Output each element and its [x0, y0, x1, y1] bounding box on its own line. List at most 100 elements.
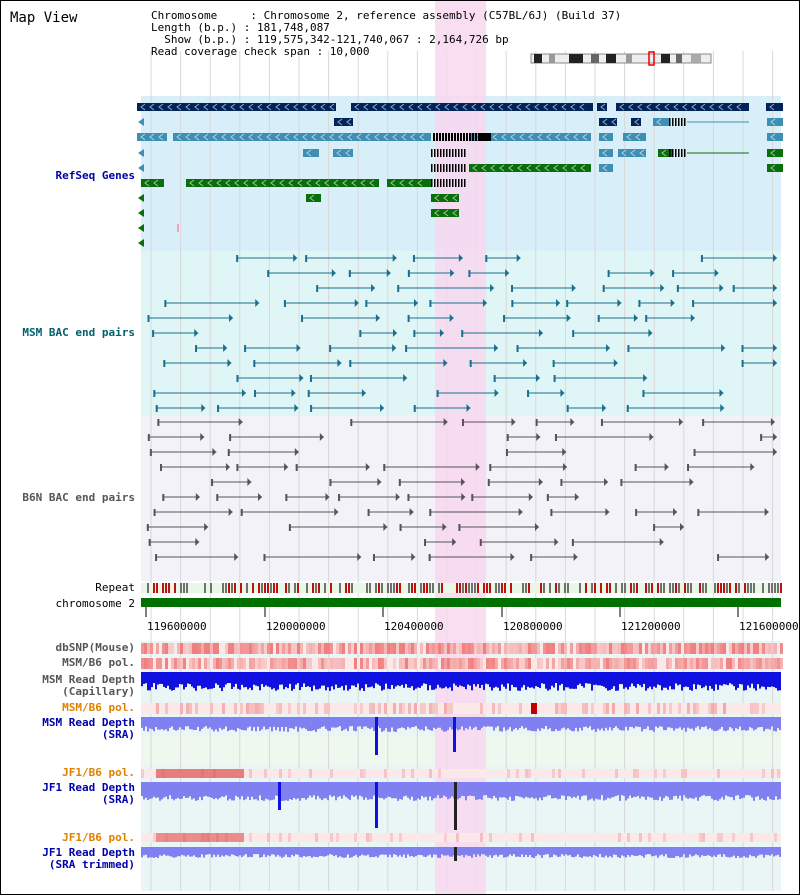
depth-bar [451, 782, 453, 797]
depth-bar [413, 847, 415, 858]
depth-bar [235, 782, 237, 796]
depth-bar [709, 847, 711, 856]
depth-bar [495, 782, 497, 798]
bac-end-arrow [573, 553, 578, 561]
repeat-mark [702, 583, 704, 593]
depth-bar [633, 717, 635, 729]
depth-bar [705, 717, 707, 727]
jf1-depth-trim-label[interactable]: JF1 Read Depth (SRA trimmed) [1, 847, 135, 871]
depth-bar [205, 672, 207, 688]
depth-bar [729, 717, 731, 728]
heat-cell [231, 643, 234, 654]
dbsnp-track-label[interactable]: dbSNP(Mouse) [55, 641, 135, 654]
depth-bar [671, 847, 673, 858]
depth-bar [541, 672, 543, 684]
gene-arrow [324, 179, 330, 187]
repeat-mark [432, 583, 434, 593]
bac-end-arrow [643, 374, 648, 382]
bac-end-arrow [566, 314, 571, 322]
depth-bar [287, 847, 289, 858]
gene-arrow [275, 103, 281, 111]
depth-bar [261, 717, 263, 730]
heat-cell [471, 643, 474, 654]
heat-cell [279, 769, 282, 778]
repeat-mark [318, 583, 320, 593]
heat-cell [291, 658, 294, 669]
heat-cell [750, 833, 753, 842]
msm-b6-pol-label[interactable]: MSM/B6 pol. [62, 656, 135, 669]
ideogram-band [549, 54, 555, 63]
depth-bar [543, 672, 545, 684]
repeat-mark [390, 583, 392, 593]
msm-depth-sra-label[interactable]: MSM Read Depth (SRA) [1, 717, 135, 741]
depth-bar [513, 782, 515, 801]
depth-bar [659, 672, 661, 686]
jf1-b6-pol-label[interactable]: JF1/B6 pol. [62, 766, 135, 779]
depth-bar [679, 672, 681, 685]
repeat-mark [369, 583, 371, 593]
depth-bar [371, 782, 373, 800]
depth-bar [607, 717, 609, 731]
heat-cell [303, 703, 306, 714]
heat-cell [495, 643, 498, 654]
repeat-mark [153, 583, 155, 593]
depth-bar [605, 672, 607, 689]
depth-bar [233, 672, 235, 687]
depth-bar [299, 782, 301, 801]
heat-cell [339, 658, 342, 669]
heat-cell [423, 703, 426, 714]
ideogram-band [691, 54, 701, 63]
depth-bar [487, 672, 489, 685]
heat-cell [765, 643, 768, 654]
repeat-mark [720, 583, 722, 593]
heat-cell [660, 643, 663, 654]
heat-cell [633, 658, 636, 669]
depth-bar [427, 717, 429, 730]
depth-bar [763, 782, 765, 800]
bac-end-arrow [689, 478, 694, 486]
depth-bar [601, 847, 603, 858]
depth-bar [319, 672, 321, 689]
heat-cell [525, 769, 528, 778]
depth-bar [281, 672, 283, 685]
depth-bar [639, 672, 641, 686]
depth-bar [511, 717, 513, 732]
depth-bar [491, 672, 493, 691]
depth-bar [227, 672, 229, 684]
depth-bar [471, 672, 473, 691]
jf1-b6-pol-2-label[interactable]: JF1/B6 pol. [62, 831, 135, 844]
depth-bar [387, 672, 389, 689]
jf1-depth-sra-label[interactable]: JF1 Read Depth (SRA) [1, 782, 135, 806]
depth-bar [685, 717, 687, 732]
heat-cell [267, 643, 270, 654]
gene-arrow [673, 103, 679, 111]
heat-cell [450, 643, 453, 654]
msm-bac-track-label[interactable]: MSM BAC end pairs [22, 326, 135, 339]
depth-bar [523, 672, 525, 686]
msm-depth-capillary-label[interactable]: MSM Read Depth (Capillary) [1, 674, 135, 698]
bac-end-arrow [442, 523, 447, 531]
bac-end [146, 524, 149, 531]
depth-bar [525, 782, 527, 797]
b6n-bac-track-label[interactable]: B6N BAC end pairs [22, 491, 135, 504]
depth-bar [481, 672, 483, 685]
gene-arrow [537, 133, 543, 141]
refseq-track-label[interactable]: RefSeq Genes [55, 169, 135, 182]
bac-end-arrow [773, 448, 777, 456]
gene-arrow [621, 149, 627, 157]
gene-arrowhead [138, 194, 144, 202]
depth-bar [461, 847, 463, 856]
bac-end-arrow [331, 269, 336, 277]
depth-bar [145, 717, 147, 727]
heat-cell [681, 658, 684, 669]
msm-b6-pol-2-label[interactable]: MSM/B6 pol. [62, 701, 135, 714]
gene-arrow [490, 164, 496, 172]
heat-cell [165, 658, 168, 669]
depth-bar [265, 782, 267, 799]
depth-bar [675, 672, 677, 684]
gene-block [653, 118, 669, 126]
bac-end [693, 449, 696, 456]
heat-cell [714, 643, 717, 654]
depth-bar [409, 782, 411, 800]
